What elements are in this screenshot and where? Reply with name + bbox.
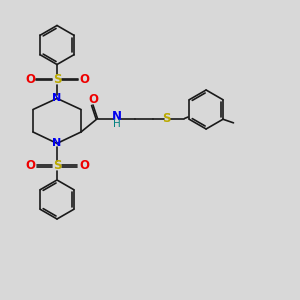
- Text: S: S: [53, 159, 61, 172]
- Text: O: O: [79, 159, 89, 172]
- Text: O: O: [88, 93, 98, 106]
- Text: N: N: [52, 93, 62, 103]
- Text: S: S: [162, 112, 171, 125]
- Text: N: N: [52, 138, 62, 148]
- Text: S: S: [53, 73, 61, 86]
- Text: O: O: [79, 73, 89, 86]
- Text: O: O: [25, 73, 35, 86]
- Text: H: H: [113, 119, 121, 129]
- Text: O: O: [25, 159, 35, 172]
- Text: N: N: [112, 110, 122, 123]
